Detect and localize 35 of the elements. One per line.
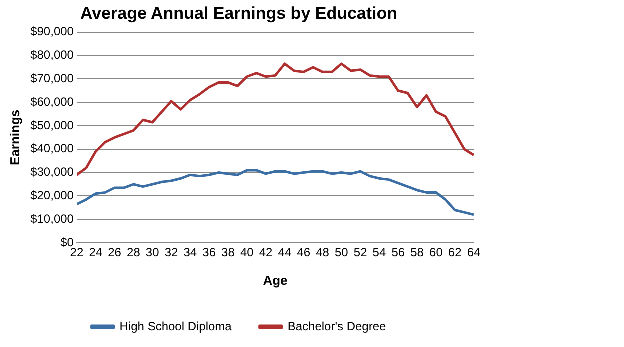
x-tick-label: 46 [297, 246, 311, 260]
x-tick-label: 26 [108, 246, 122, 260]
x-tick-label: 54 [372, 246, 386, 260]
x-tick-label: 60 [430, 246, 444, 260]
x-tick-label: 38 [222, 246, 236, 260]
x-tick-label: 62 [448, 246, 462, 260]
x-axis-title: Age [263, 272, 288, 288]
x-tick-label: 52 [354, 246, 368, 260]
x-tick-label: 24 [89, 246, 103, 260]
y-axis-title: Earnings [7, 110, 22, 166]
x-tick-label: 40 [240, 246, 254, 260]
x-tick-label: 58 [410, 246, 424, 260]
y-tick-label: $90,000 [30, 24, 74, 39]
legend-label: Bachelor's Degree [288, 319, 387, 334]
x-tick-label: 34 [184, 246, 198, 260]
y-tick-label: $20,000 [30, 188, 74, 203]
y-tick-label: $40,000 [30, 142, 74, 156]
x-tick-label: 42 [259, 246, 274, 260]
y-tick-label: $50,000 [30, 118, 74, 132]
y-tick-label: $80,000 [30, 48, 74, 62]
y-tick-label: $30,000 [30, 165, 74, 180]
x-tick-label: 64 [467, 246, 481, 260]
x-tick-label: 48 [316, 246, 330, 260]
x-tick-label: 36 [202, 246, 216, 260]
x-tick-label: 28 [127, 246, 141, 260]
y-tick-label: $10,000 [30, 212, 74, 226]
y-tick-label: $70,000 [30, 72, 74, 86]
x-tick-label: 50 [334, 246, 349, 260]
legend-label: High School Diploma [120, 319, 232, 334]
y-tick-label: $60,000 [30, 94, 74, 109]
x-tick-label: 32 [164, 246, 178, 260]
x-tick-label: 56 [392, 246, 406, 260]
chart-title: Average Annual Earnings by Education [80, 4, 398, 23]
x-tick-label: 30 [146, 246, 160, 260]
x-tick-label: 44 [278, 246, 292, 260]
